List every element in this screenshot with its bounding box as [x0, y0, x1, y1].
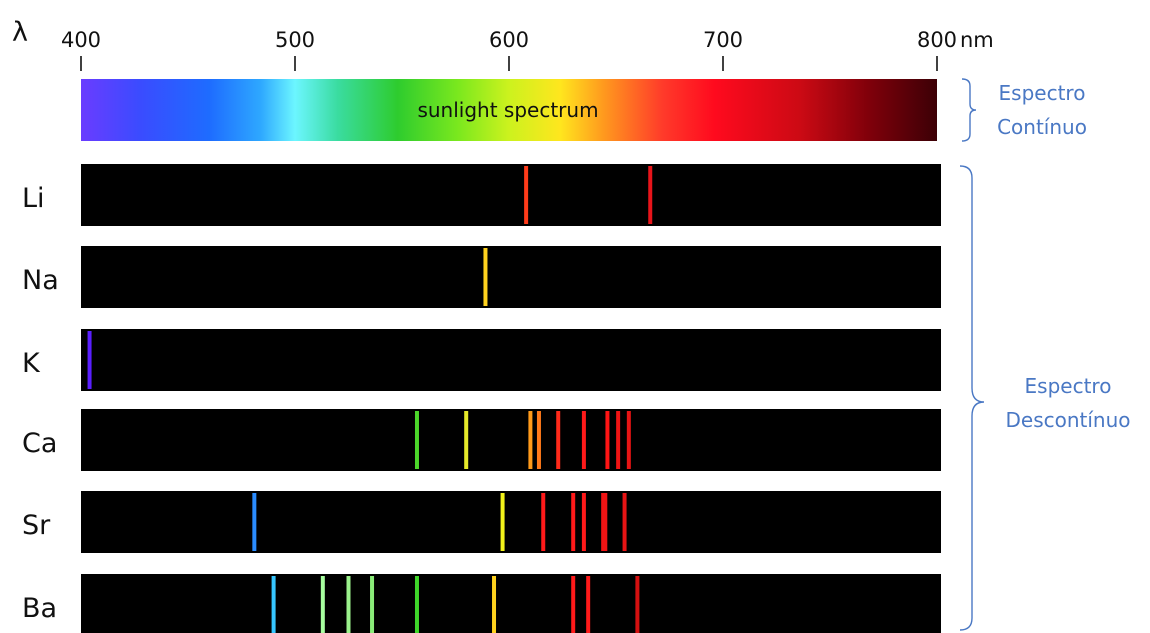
element-symbol: Ca	[22, 428, 57, 459]
element-symbol: K	[22, 348, 41, 379]
discontinuous-label-line1: Espectro	[1025, 374, 1112, 398]
spectral-line	[346, 576, 351, 633]
spectral-line	[541, 493, 546, 551]
spectral-line	[581, 493, 586, 551]
element-row-ba: Ba	[22, 574, 941, 633]
spectral-line	[536, 411, 541, 469]
sunlight-spectrum-label: sunlight spectrum	[417, 98, 598, 122]
axis-tick-label: 600	[489, 28, 529, 52]
element-row-sr: Sr	[22, 491, 941, 553]
element-symbol: Sr	[22, 510, 51, 541]
emission-band	[81, 491, 941, 553]
spectral-line	[414, 576, 419, 633]
spectral-line	[252, 493, 257, 551]
sunlight-spectrum-bar	[81, 79, 937, 141]
element-row-li: Li	[22, 164, 941, 226]
axis-tick-label: 700	[703, 28, 743, 52]
spectral-line	[414, 411, 419, 469]
emission-band	[81, 164, 941, 226]
spectral-line	[571, 493, 576, 551]
spectral-line	[500, 493, 505, 551]
axis-tick-label: 500	[275, 28, 315, 52]
spectral-line	[603, 493, 608, 551]
spectral-line	[571, 576, 576, 633]
element-row-na: Na	[22, 246, 941, 308]
spectral-line	[635, 576, 640, 633]
emission-band	[81, 574, 941, 633]
spectral-line	[492, 576, 497, 633]
continuous-brace-group: Espectro Contínuo	[961, 78, 1087, 142]
axis-tick-label: 800	[917, 28, 957, 52]
spectral-line	[622, 493, 627, 551]
spectral-line	[483, 248, 488, 306]
axis-ticks: 400 500 600 700 800	[61, 28, 957, 71]
wavelength-axis: λ 400 500 600 700 800 nm	[12, 17, 994, 71]
axis-unit: nm	[960, 28, 994, 52]
axis-tick-label: 400	[61, 28, 101, 52]
emission-band	[81, 329, 941, 391]
element-symbol: Ba	[22, 593, 57, 624]
continuous-label-line1: Espectro	[999, 81, 1086, 105]
spectral-line	[648, 166, 653, 224]
discontinuous-brace	[959, 165, 985, 631]
element-row-ca: Ca	[22, 409, 941, 471]
spectral-line	[271, 576, 276, 633]
spectral-line	[87, 331, 92, 389]
spectral-line	[616, 411, 621, 469]
spectral-line	[556, 411, 561, 469]
discontinuous-label-line2: Descontínuo	[1005, 408, 1130, 432]
spectral-line	[528, 411, 533, 469]
continuous-spectrum: sunlight spectrum	[81, 79, 937, 141]
emission-spectra: Li Na K Ca Sr Ba	[22, 164, 941, 633]
spectral-line	[524, 166, 529, 224]
emission-band	[81, 409, 941, 471]
discontinuous-brace-group: Espectro Descontínuo	[959, 165, 1131, 631]
element-symbol: Li	[22, 183, 45, 214]
spectral-line	[464, 411, 469, 469]
spectral-line	[586, 576, 591, 633]
spectral-line	[605, 411, 610, 469]
continuous-label-line2: Contínuo	[997, 115, 1087, 139]
spectral-line	[601, 493, 606, 551]
spectral-line	[581, 411, 586, 469]
continuous-brace	[961, 78, 977, 142]
spectral-line	[626, 411, 631, 469]
spectral-line	[370, 576, 375, 633]
lambda-symbol: λ	[12, 17, 28, 48]
emission-band	[81, 246, 941, 308]
spectral-line	[320, 576, 325, 633]
element-row-k: K	[22, 329, 941, 391]
element-symbol: Na	[22, 265, 59, 296]
